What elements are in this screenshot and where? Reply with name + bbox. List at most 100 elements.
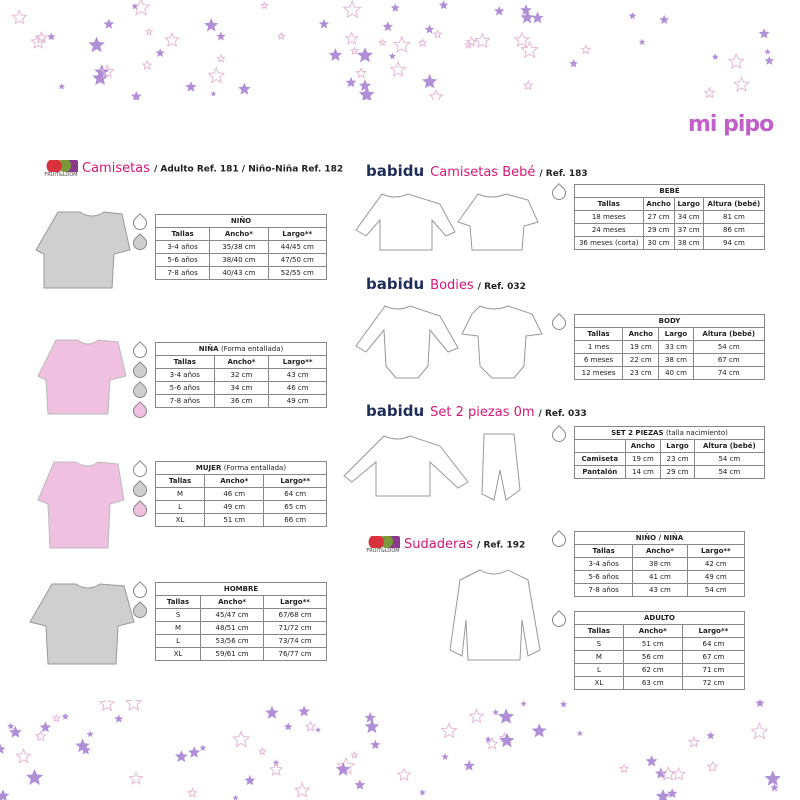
star-icon xyxy=(284,722,293,731)
table-row: 5-6 años 34 cm 46 cm xyxy=(155,381,327,395)
star-icon xyxy=(706,760,719,773)
table-cell: 38/40 cm xyxy=(209,253,269,267)
star-icon xyxy=(520,700,527,707)
section-header-bebe: babidu Camisetas Bebé / Ref. 183 xyxy=(366,162,588,180)
table-row: 36 meses (corta) 30 cm 38 cm 94 cm xyxy=(574,236,766,250)
star-icon xyxy=(141,59,153,71)
size-table-0: NIÑO Tallas Ancho* Largo** 3-4 años 35/38 cm… xyxy=(154,214,328,280)
star-icon xyxy=(358,79,372,92)
star-icon xyxy=(422,73,438,89)
star-icon xyxy=(499,732,515,748)
column-header: Largo** xyxy=(263,595,327,609)
star-icon xyxy=(335,762,351,776)
column-header: Tallas xyxy=(154,474,206,488)
table-cell: 19 cm xyxy=(624,452,662,466)
table-cell: 36 cm xyxy=(213,394,270,408)
table-cell: 34 cm xyxy=(673,210,704,224)
babidu-logo: babidu xyxy=(366,402,425,420)
table-cell: 86 cm xyxy=(702,223,766,237)
star-icon xyxy=(750,722,769,740)
table-cell: M xyxy=(574,650,624,664)
table-row: 1 mes 19 cm 33 cm 54 cm xyxy=(573,340,766,354)
star-icon xyxy=(378,37,387,46)
star-icon xyxy=(396,767,412,782)
size-table-5: BODY Tallas Ancho Largo Altura (bebé) 1 mes 1… xyxy=(573,314,766,380)
table-cell: 54 cm xyxy=(686,583,746,597)
star-icon xyxy=(164,32,181,48)
table-row: 3-4 años 32 cm 43 cm xyxy=(155,368,327,382)
star-icon xyxy=(484,736,492,743)
star-icon xyxy=(355,66,368,79)
star-icon xyxy=(628,12,637,20)
star-icon xyxy=(260,0,269,10)
table-row: L 53/56 cm 73/74 cm xyxy=(154,634,327,648)
table-cell: Pantalón xyxy=(574,465,626,479)
table-cell: 38 cm xyxy=(658,353,694,367)
star-icon xyxy=(39,721,52,733)
table-cell: 67 cm xyxy=(681,650,746,664)
star-icon xyxy=(34,30,49,44)
star-icon xyxy=(382,21,393,32)
star-icon xyxy=(155,48,165,58)
column-header: Altura (bebé) xyxy=(692,327,766,341)
star-icon xyxy=(350,46,360,55)
table-cell: 64 cm xyxy=(263,487,327,501)
column-header: Largo xyxy=(658,327,694,341)
star-icon xyxy=(463,759,475,771)
table-cell: 23 cm xyxy=(660,452,695,466)
star-icon xyxy=(569,59,578,68)
star-icon xyxy=(11,9,28,25)
table-cell: 65 cm xyxy=(263,500,327,514)
table-cell: 41 cm xyxy=(632,570,688,584)
mi-pipo-logo: mi pipo xyxy=(688,112,774,137)
star-icon xyxy=(130,91,142,100)
star-icon xyxy=(392,35,411,53)
star-icon xyxy=(364,719,380,734)
star-icon xyxy=(560,700,568,708)
star-icon xyxy=(257,746,267,756)
table-cell: 5-6 años xyxy=(154,253,211,267)
table-row: 3-4 años 38 cm 42 cm xyxy=(573,557,746,571)
star-icon xyxy=(703,86,716,99)
section-title: Camisetas xyxy=(82,160,150,176)
column-header: Ancho* xyxy=(632,544,688,558)
table-cell: 94 cm xyxy=(702,236,766,250)
babidu-logo: babidu xyxy=(366,162,425,180)
star-icon xyxy=(30,33,47,49)
table-cell: L xyxy=(574,663,624,677)
table-cell: 49 cm xyxy=(204,500,265,514)
section-header-sudaderas: FRUIT&LOOM Sudaderas / Ref. 192 xyxy=(366,536,525,554)
tshirt-grey-nino-illustration xyxy=(35,211,131,289)
tshirt-grey-hombre-illustration xyxy=(29,583,135,665)
table-cell: 43 cm xyxy=(632,583,688,597)
table-cell: 44/45 cm xyxy=(267,240,328,254)
section-ref: / Ref. 032 xyxy=(477,282,526,292)
star-icon xyxy=(432,29,443,39)
babidu-logo: babidu xyxy=(366,275,425,293)
column-header: Tallas xyxy=(155,355,215,369)
star-icon xyxy=(389,60,407,78)
table-cell: M xyxy=(154,487,206,501)
column-header: Ancho* xyxy=(209,227,269,241)
star-icon xyxy=(315,727,321,733)
star-icon xyxy=(207,66,226,84)
table-cell: 46 cm xyxy=(268,381,327,395)
table-row: XL 51 cm 66 cm xyxy=(154,513,327,527)
star-icon xyxy=(441,753,449,760)
table-cell: 33 cm xyxy=(658,340,694,354)
star-icon xyxy=(424,24,435,34)
table-title: BEBÉ xyxy=(574,184,765,198)
table-cell: 22 cm xyxy=(622,353,660,367)
table-row: 3-4 años 35/38 cm 44/45 cm xyxy=(154,240,328,254)
column-header: Ancho xyxy=(642,197,675,211)
size-table-1: NIÑA (Forma entallada) Tallas Ancho* Largo*… xyxy=(155,342,327,408)
star-icon xyxy=(216,53,226,63)
table-row: XL 59/61 cm 76/77 cm xyxy=(154,647,327,661)
star-icon xyxy=(468,708,485,724)
stars-top-decoration xyxy=(11,0,775,100)
star-icon xyxy=(492,708,499,716)
size-table-6: SET 2 PIEZAS (talla nacimiento) Ancho Larg… xyxy=(574,426,766,479)
star-icon xyxy=(655,789,671,800)
table-title: MUJER (Forma entallada) xyxy=(155,461,327,475)
column-header: Tallas xyxy=(573,327,624,341)
